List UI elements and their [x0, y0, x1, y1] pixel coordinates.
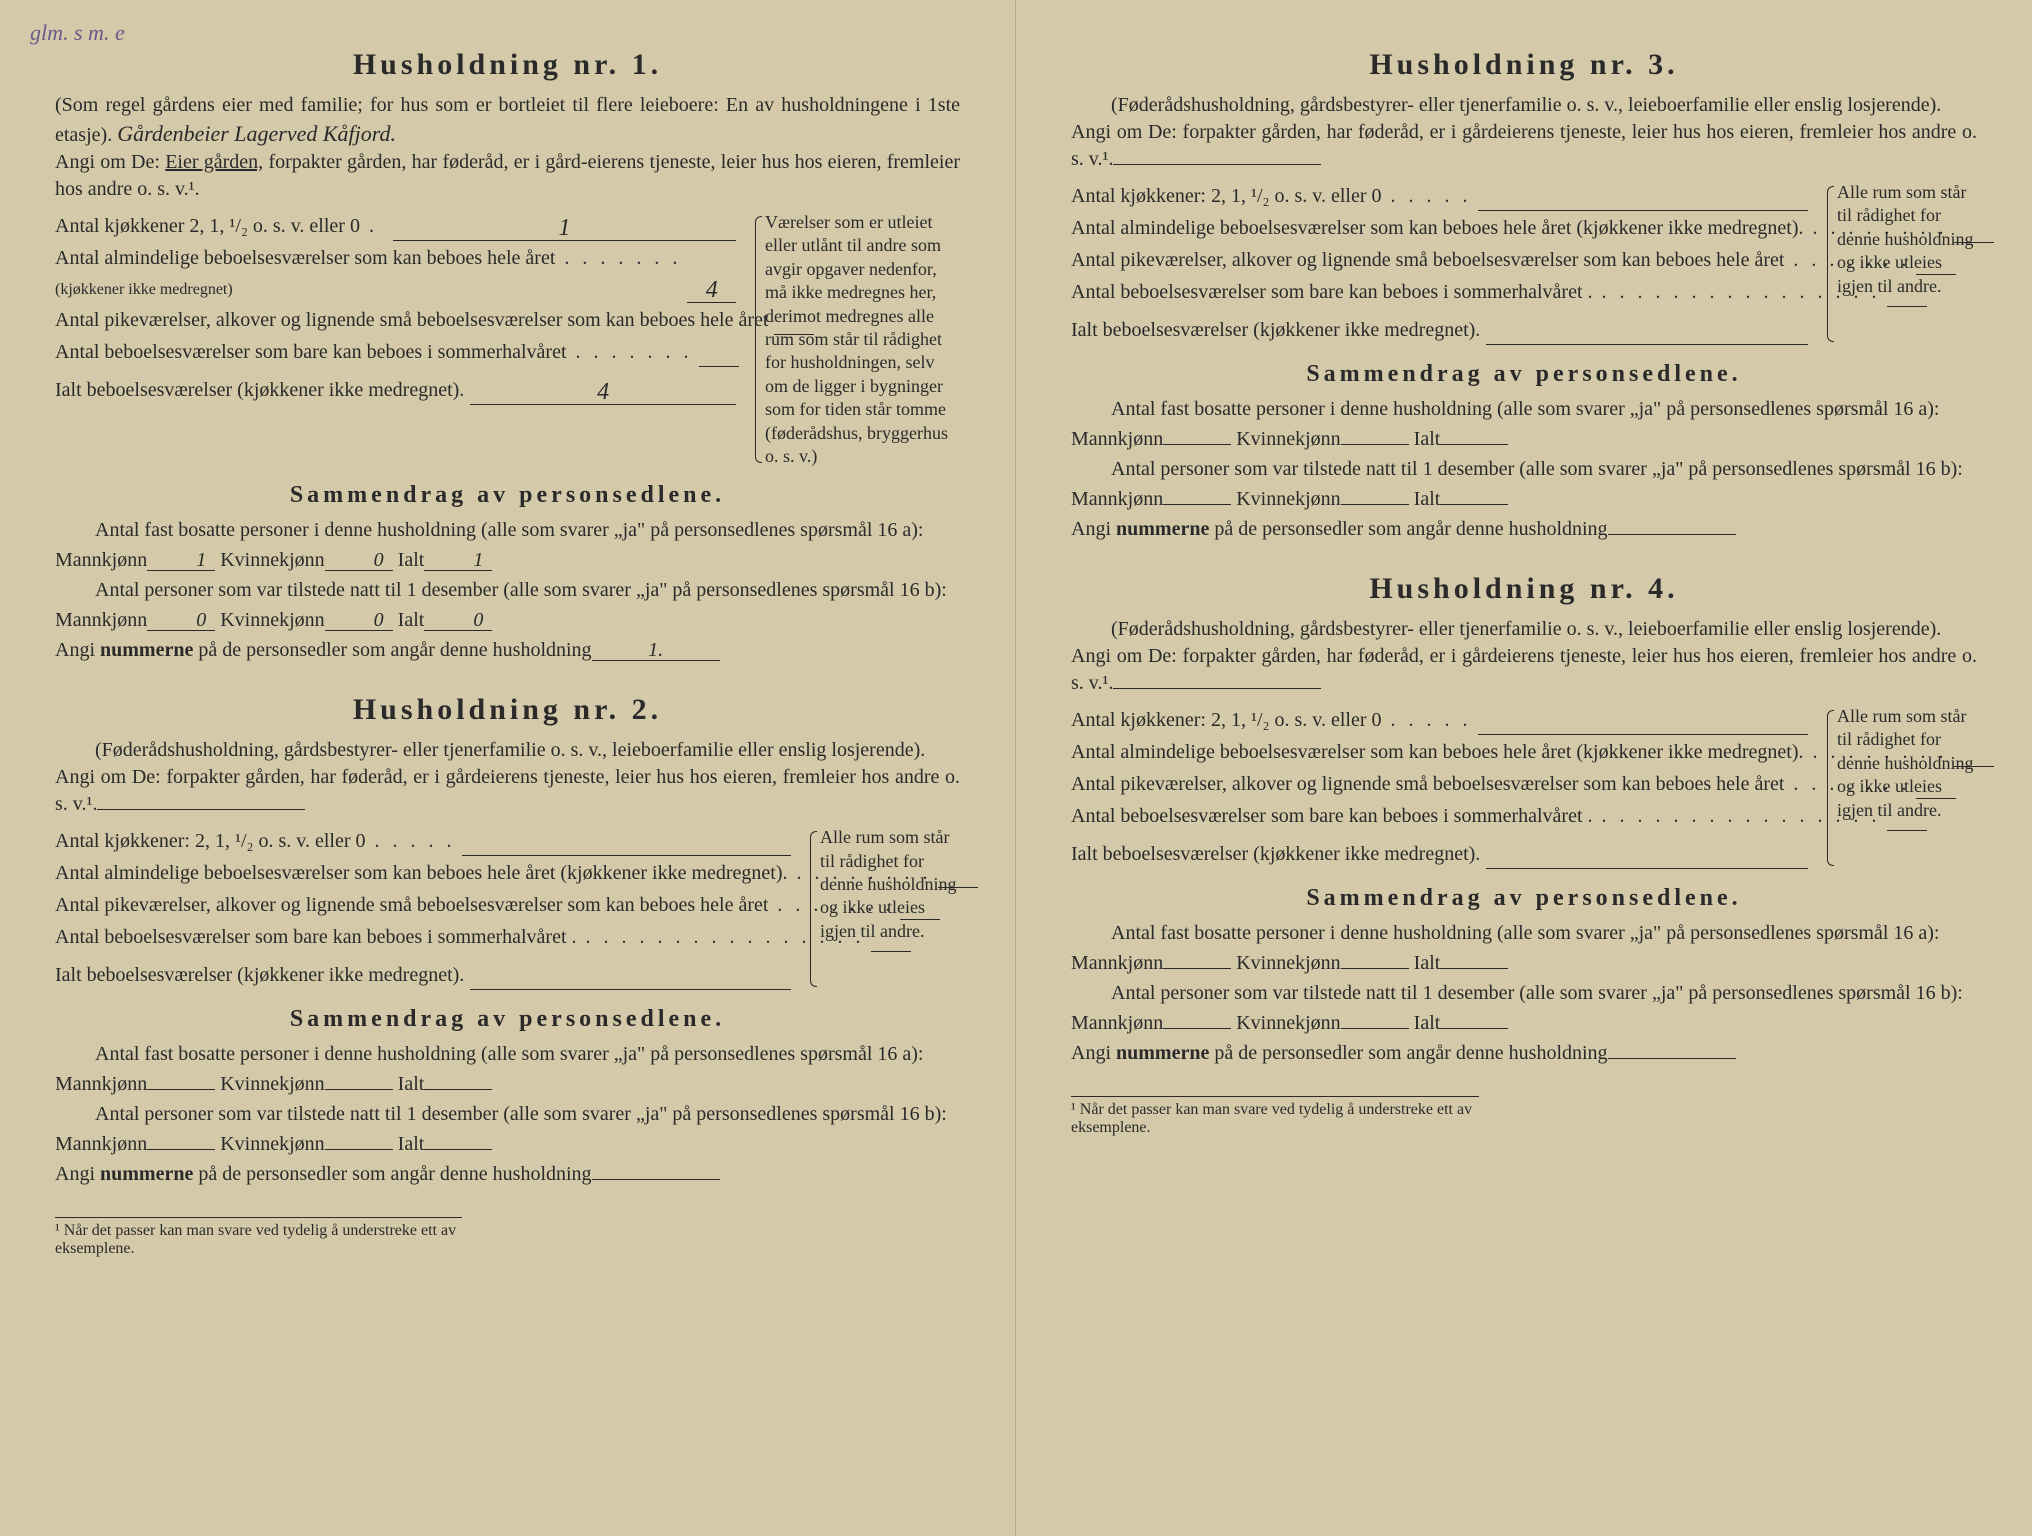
household-4-title: Husholdning nr. 4.	[1071, 572, 1977, 606]
summary-title-4: Sammendrag av personsedlene.	[1071, 885, 1977, 912]
rooms3-value	[699, 366, 739, 367]
sidebox-3: Alle rum som står til rådighet for denne…	[1823, 181, 1977, 347]
household-2-title: Husholdning nr. 2.	[55, 693, 960, 727]
right-page: Husholdning nr. 3. (Føderådshusholdning,…	[1016, 0, 2032, 1536]
handwritten-note: Gårdenbeier Lagerved Kåfjord.	[117, 121, 396, 146]
household-1-desc: (Som regel gårdens eier med familie; for…	[55, 92, 960, 203]
household-3: Husholdning nr. 3. (Føderådshusholdning,…	[1071, 48, 1977, 544]
footnote-right: ¹ Når det passer kan man svare ved tydel…	[1071, 1096, 1479, 1137]
left-page: glm. s m. e Husholdning nr. 1. (Som rege…	[0, 0, 1016, 1536]
k16b: 0	[325, 610, 393, 631]
household-4: Husholdning nr. 4. (Føderådshusholdning,…	[1071, 572, 1977, 1068]
total-value: 4	[470, 380, 736, 405]
numline-val: 1.	[592, 640, 720, 661]
sidebox-2: Alle rum som står til rådighet for denne…	[806, 826, 960, 992]
m16a: 1	[147, 550, 215, 571]
i16b: 0	[424, 610, 492, 631]
kitchens-value: 1	[393, 216, 736, 241]
i16a: 1	[424, 550, 492, 571]
k16a: 0	[325, 550, 393, 571]
handwritten-top: glm. s m. e	[30, 20, 125, 46]
summary-title-1: Sammendrag av personsedlene.	[55, 482, 960, 509]
summary-title-2: Sammendrag av personsedlene.	[55, 1006, 960, 1033]
sidebox-1: Værelser som er utleiet eller utlånt til…	[751, 211, 960, 468]
m16b: 0	[147, 610, 215, 631]
summary-title-3: Sammendrag av personsedlene.	[1071, 361, 1977, 388]
rooms1-value: 4	[687, 278, 736, 303]
household-3-title: Husholdning nr. 3.	[1071, 48, 1977, 82]
sidebox-4: Alle rum som står til rådighet for denne…	[1823, 705, 1977, 871]
household-2: Husholdning nr. 2. (Føderådshusholdning,…	[55, 693, 960, 1189]
footnote-left: ¹ Når det passer kan man svare ved tydel…	[55, 1217, 462, 1258]
household-1: Husholdning nr. 1. (Som regel gårdens ei…	[55, 48, 960, 665]
household-1-title: Husholdning nr. 1.	[55, 48, 960, 82]
